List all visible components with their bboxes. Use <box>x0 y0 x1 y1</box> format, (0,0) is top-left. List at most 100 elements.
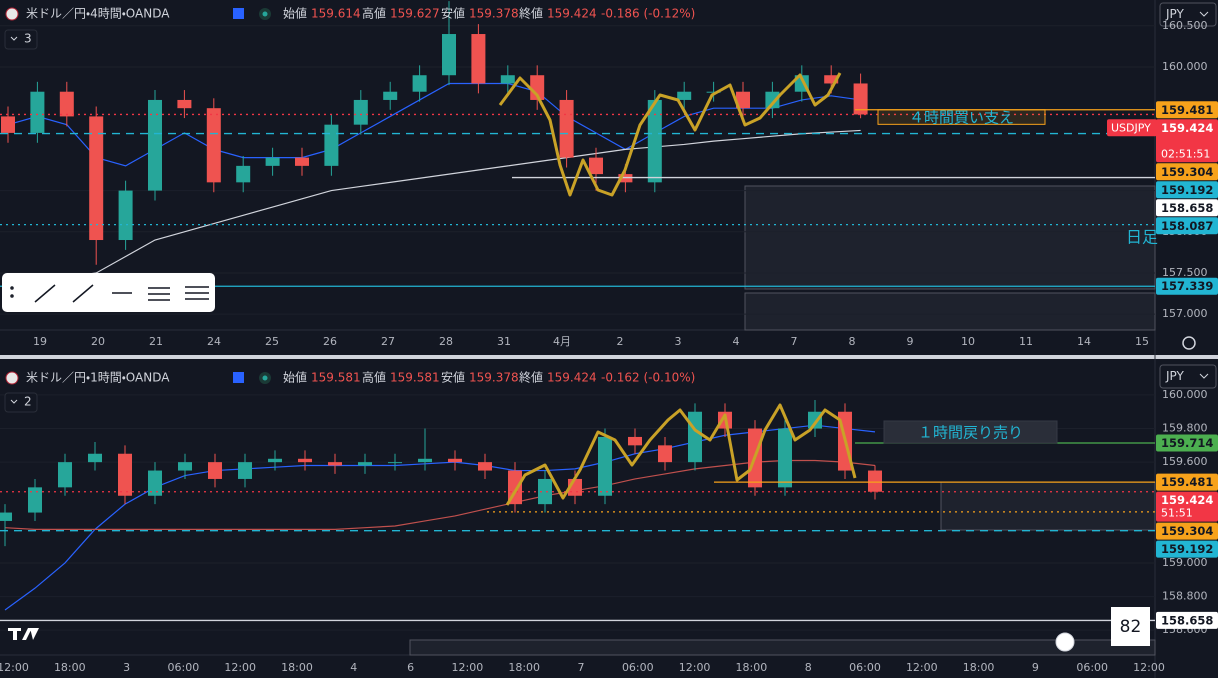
ohlc-label: 始値 <box>283 6 307 21</box>
y-tick-label: 159.800 <box>1162 422 1208 435</box>
price-label: 159.304 <box>1161 165 1213 179</box>
ohlc-label: 終値 <box>519 370 543 385</box>
price-label: 159.192 <box>1161 183 1213 197</box>
indicator-toggle[interactable] <box>4 392 38 413</box>
daily-zone <box>744 292 1156 331</box>
price-label-box <box>1156 277 1218 295</box>
y-tick-label: 157.500 <box>1162 266 1208 279</box>
y-tick-label: 158.800 <box>1162 590 1208 603</box>
candle-body <box>177 99 192 109</box>
panel-separator <box>0 355 1218 359</box>
price-label-box <box>1156 199 1218 217</box>
x-tick-label: 9 <box>1032 661 1039 674</box>
indicator-toggle[interactable] <box>4 29 38 50</box>
ohlc-value: 159.581 <box>390 371 440 385</box>
annotation-box <box>877 109 1046 125</box>
flag-icon <box>5 371 19 385</box>
price-label: 159.424 <box>1161 493 1213 507</box>
status-dot-core <box>262 375 268 381</box>
lines-tool[interactable] <box>185 286 209 300</box>
grip <box>10 286 14 290</box>
trend-line-tool[interactable] <box>34 284 56 303</box>
chevron <box>1199 373 1209 379</box>
candle-body <box>148 99 162 191</box>
y-tick-label: 160.000 <box>1162 388 1208 401</box>
flag-button[interactable] <box>233 8 244 19</box>
x-tick-label: 27 <box>381 335 395 348</box>
ray-tool[interactable] <box>72 284 94 303</box>
status-dot-core <box>262 11 268 17</box>
candle-body <box>559 99 574 158</box>
candle-body <box>89 116 104 241</box>
y-tick-label: 160.000 <box>1162 60 1208 73</box>
price-label-box <box>1156 611 1218 629</box>
indicator-count: 3 <box>24 32 32 46</box>
price-label-box <box>1156 163 1218 181</box>
x-tick-label: 6 <box>407 661 414 674</box>
chevron <box>10 36 18 41</box>
price-label: 159.714 <box>1161 436 1213 450</box>
change: -0.186 (-0.12%) <box>601 7 695 21</box>
price-label-box <box>1156 491 1218 522</box>
candle-body <box>706 91 721 93</box>
flag-icon <box>5 7 19 21</box>
settings-icon[interactable] <box>1182 336 1196 350</box>
x-tick-label: 3 <box>675 335 682 348</box>
candle-body <box>268 458 282 463</box>
price-label: 159.424 <box>1161 121 1213 135</box>
zone-label: 日足 <box>1126 228 1158 247</box>
event-flag[interactable] <box>1055 632 1075 652</box>
y-tick-label: 157.000 <box>1162 307 1208 320</box>
x-tick-label: 7 <box>791 335 798 348</box>
x-tick-label: 28 <box>439 335 453 348</box>
selector-box[interactable] <box>1159 2 1217 27</box>
wave-drawing <box>498 72 842 197</box>
candle-body <box>298 458 312 463</box>
logo-part <box>8 628 21 640</box>
x-tick-label: 24 <box>207 335 221 348</box>
candle-body <box>628 436 642 446</box>
x-tick-label: 7 <box>578 661 585 674</box>
moving-average <box>66 129 861 278</box>
candle-body <box>824 75 839 84</box>
annotation-box <box>883 420 1058 444</box>
price-label-box <box>1156 473 1218 491</box>
currency[interactable]: JPY <box>1165 7 1185 21</box>
x-tick-label: 25 <box>265 335 279 348</box>
annotation: ４時間買い支え <box>909 109 1014 127</box>
x-tick-label: 21 <box>149 335 163 348</box>
candle-body <box>295 157 309 166</box>
x-tick-label: 18:00 <box>281 661 313 674</box>
price-label: 159.481 <box>1161 103 1213 117</box>
candle-body <box>148 470 162 496</box>
ohlc-value: 159.378 <box>469 371 519 385</box>
candle-body <box>418 458 432 463</box>
x-tick-label: 8 <box>805 661 812 674</box>
symbol-tag: USDJPY <box>1111 121 1151 134</box>
selector-box[interactable] <box>1159 364 1217 389</box>
x-tick-label: 11 <box>1019 335 1033 348</box>
x-tick-label: 18:00 <box>963 661 995 674</box>
price-label: 159.192 <box>1161 542 1213 556</box>
flag-button[interactable] <box>233 372 244 383</box>
zone <box>940 481 1156 531</box>
x-tick-label: 06:00 <box>849 661 881 674</box>
x-tick-label: 12:00 <box>679 661 711 674</box>
price-label-box <box>1156 119 1218 163</box>
candle-body <box>28 487 42 513</box>
candle-body <box>206 108 221 183</box>
currency-selector[interactable]: JPY <box>1159 2 1217 27</box>
currency-selector[interactable]: JPY <box>1159 364 1217 389</box>
ohlc-value: 159.614 <box>311 7 361 21</box>
candle-body <box>471 34 486 84</box>
candle-body <box>383 91 398 100</box>
fib-tool[interactable] <box>148 287 170 301</box>
candle-body <box>500 75 515 84</box>
candle-body <box>58 462 72 488</box>
candle-body <box>388 462 402 464</box>
candle-body <box>353 99 368 125</box>
x-tick-label: 9 <box>907 335 914 348</box>
price-label: 159.481 <box>1161 475 1213 489</box>
currency[interactable]: JPY <box>1165 369 1185 383</box>
x-tick-label: 12:00 <box>452 661 484 674</box>
